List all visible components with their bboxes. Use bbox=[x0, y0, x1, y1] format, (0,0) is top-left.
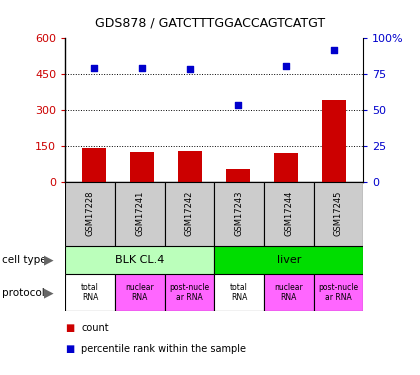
Bar bbox=[274, 153, 298, 182]
Text: nuclear
RNA: nuclear RNA bbox=[125, 283, 154, 302]
Bar bbox=[178, 151, 202, 182]
Text: GSM17242: GSM17242 bbox=[185, 191, 194, 237]
Bar bbox=[214, 246, 363, 274]
Bar bbox=[65, 274, 115, 311]
Point bbox=[187, 66, 194, 72]
Text: count: count bbox=[81, 323, 109, 333]
Point bbox=[283, 63, 290, 69]
Text: GSM17245: GSM17245 bbox=[334, 191, 343, 237]
Point bbox=[331, 48, 338, 54]
Text: ■: ■ bbox=[65, 323, 74, 333]
Text: ▶: ▶ bbox=[44, 253, 53, 266]
Text: liver: liver bbox=[276, 255, 301, 265]
Point bbox=[235, 102, 242, 108]
Text: percentile rank within the sample: percentile rank within the sample bbox=[81, 344, 246, 354]
Bar bbox=[214, 182, 264, 246]
Text: total
RNA: total RNA bbox=[81, 283, 99, 302]
Text: post-nucle
ar RNA: post-nucle ar RNA bbox=[169, 283, 210, 302]
Text: nuclear
RNA: nuclear RNA bbox=[274, 283, 303, 302]
Bar bbox=[314, 274, 363, 311]
Text: GSM17244: GSM17244 bbox=[284, 191, 293, 237]
Bar bbox=[165, 274, 214, 311]
Point bbox=[91, 65, 97, 71]
Bar bbox=[115, 182, 165, 246]
Bar bbox=[82, 148, 106, 182]
Bar bbox=[264, 182, 314, 246]
Text: ■: ■ bbox=[65, 344, 74, 354]
Bar bbox=[323, 100, 346, 182]
Text: GSM17243: GSM17243 bbox=[234, 191, 244, 237]
Bar bbox=[130, 152, 154, 182]
Text: GSM17228: GSM17228 bbox=[85, 191, 94, 237]
Bar bbox=[264, 274, 314, 311]
Bar bbox=[65, 182, 115, 246]
Text: ▶: ▶ bbox=[44, 286, 53, 299]
Text: protocol: protocol bbox=[2, 288, 45, 297]
Text: GSM17241: GSM17241 bbox=[135, 191, 144, 237]
Text: total
RNA: total RNA bbox=[230, 283, 248, 302]
Text: BLK CL.4: BLK CL.4 bbox=[115, 255, 164, 265]
Point bbox=[139, 65, 145, 71]
Bar bbox=[165, 182, 214, 246]
Bar bbox=[115, 274, 165, 311]
Bar bbox=[226, 169, 250, 182]
Bar bbox=[314, 182, 363, 246]
Bar bbox=[214, 274, 264, 311]
Text: cell type: cell type bbox=[2, 255, 47, 265]
Text: post-nucle
ar RNA: post-nucle ar RNA bbox=[318, 283, 359, 302]
Text: GDS878 / GATCTTTGGACCAGTCATGT: GDS878 / GATCTTTGGACCAGTCATGT bbox=[95, 17, 325, 30]
Bar bbox=[65, 246, 214, 274]
